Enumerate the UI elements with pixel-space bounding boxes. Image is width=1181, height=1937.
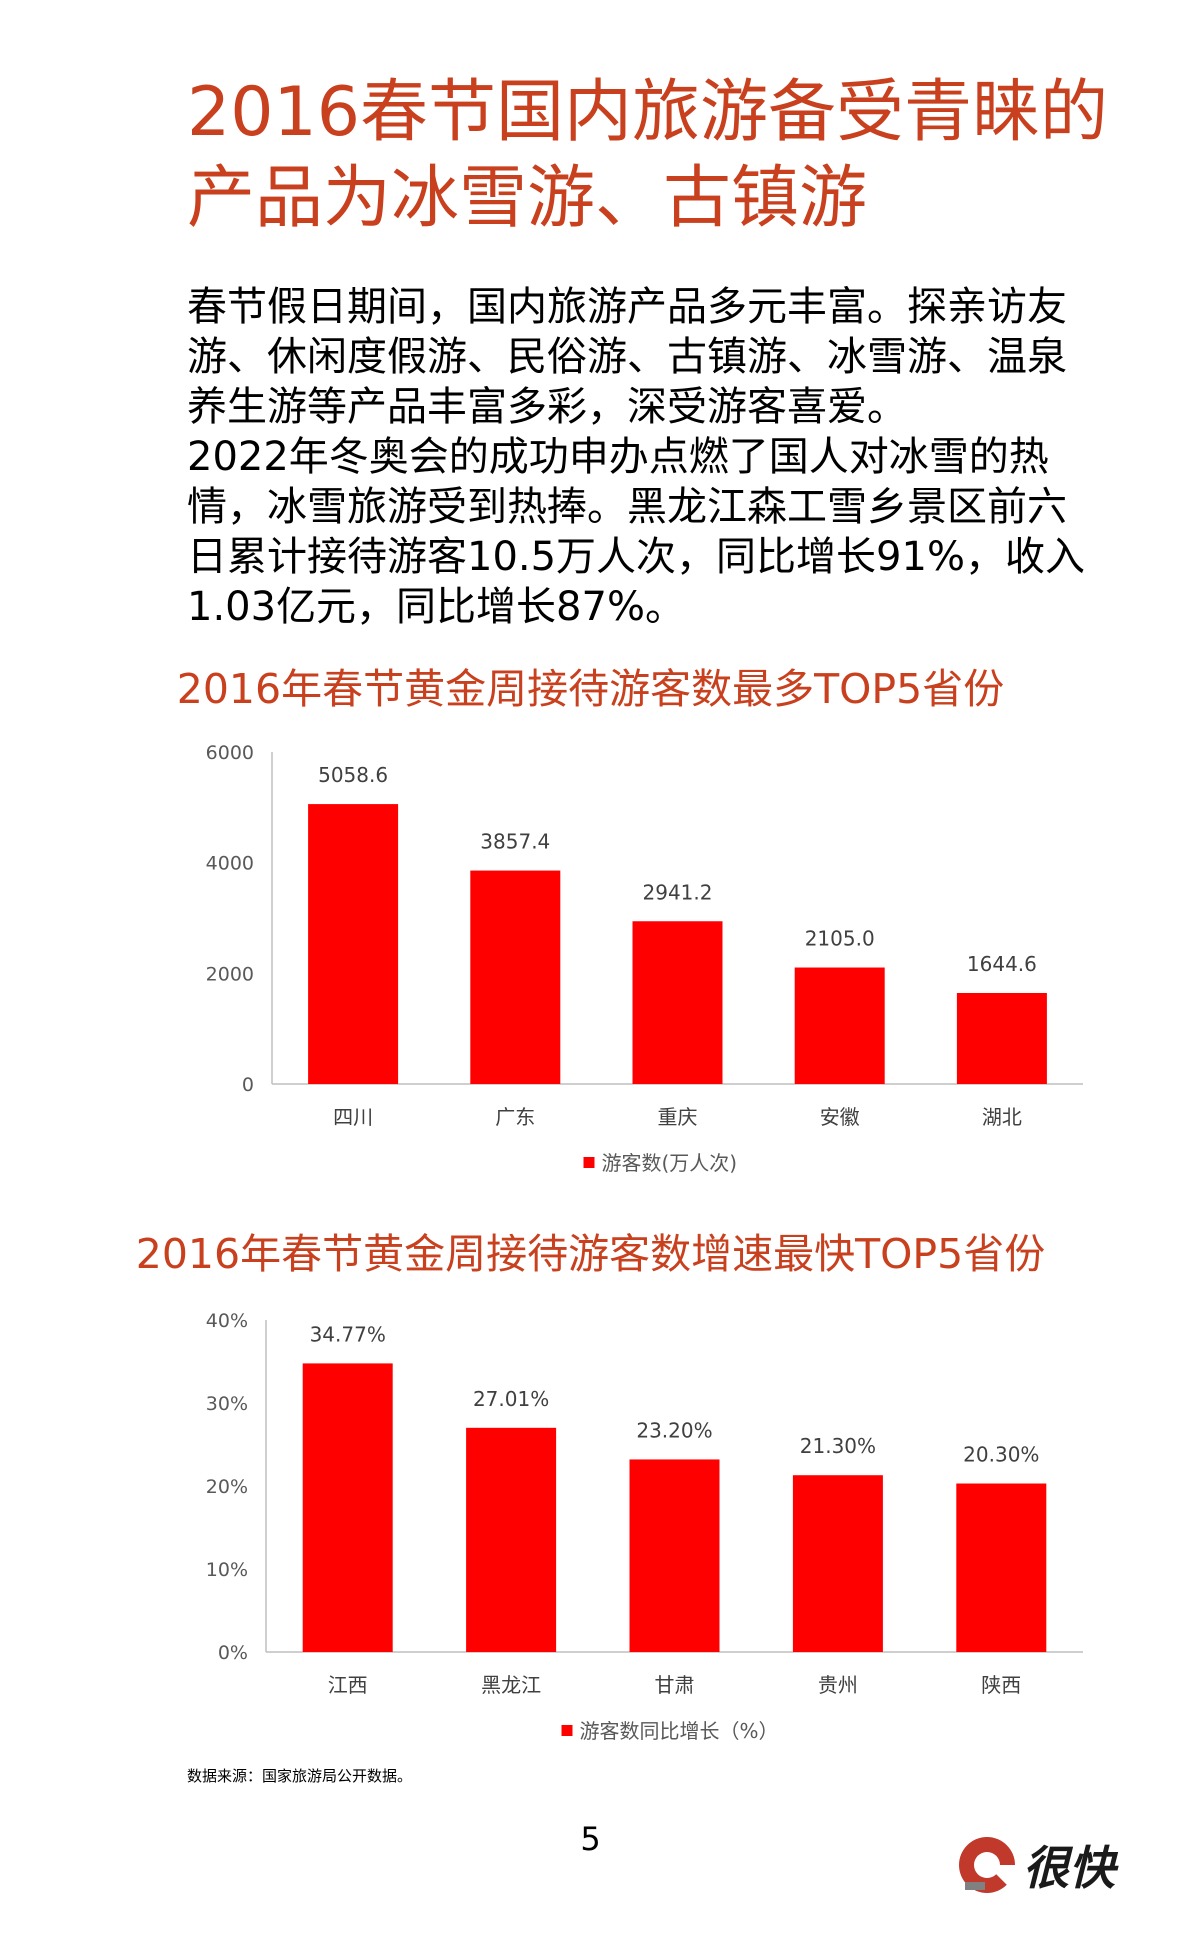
page-number: 5 (580, 1820, 601, 1858)
x-tick-label: 黑龙江 (481, 1673, 541, 1697)
bar (470, 870, 561, 1084)
x-tick-label: 贵州 (818, 1673, 858, 1697)
data-label: 34.77% (310, 1322, 386, 1346)
bar (466, 1427, 557, 1652)
data-label: 1644.6 (967, 952, 1037, 976)
bar (956, 992, 1047, 1084)
legend-swatch (561, 1725, 573, 1736)
bar (629, 1459, 720, 1652)
data-label: 2105.0 (805, 927, 875, 951)
henkuai-logo: 很快 (959, 1837, 1119, 1895)
data-label: 27.01% (473, 1387, 549, 1411)
data-label: 21.30% (800, 1434, 876, 1458)
bar (956, 1483, 1047, 1652)
logo-text: 很快 (1023, 1841, 1119, 1895)
y-tick-label: 6000 (206, 742, 254, 764)
page-title: 2016春节国内旅游备受青睐的 产品为冰雪游、古镇游 (187, 70, 1147, 242)
data-label: 23.20% (636, 1418, 712, 1442)
x-tick-label: 江西 (328, 1673, 368, 1697)
body-line: 春节假日期间，国内旅游产品多元丰富。探亲访友 (187, 284, 1067, 330)
legend-label: 游客数同比增长（%） (580, 1719, 779, 1743)
chart-1-tourists-top5: 0 2000 4000 6000 5058.6 四川 3857.4 广东 2941.2 重庆 210… (206, 742, 1083, 1175)
data-label: 5058.6 (318, 763, 388, 787)
x-tick-label: 广东 (495, 1105, 535, 1129)
x-tick-label: 陕西 (981, 1673, 1021, 1697)
chart-1-title: 2016年春节黄金周接待游客数最多TOP5省份 (176, 665, 1005, 713)
bar (308, 804, 399, 1084)
y-tick-label: 20% (206, 1476, 248, 1498)
bar (632, 921, 723, 1084)
body-line: 2022年冬奥会的成功申办点燃了国人对冰雪的热 (187, 434, 1049, 480)
y-tick-label: 0 (242, 1074, 254, 1096)
body-line: 1.03亿元，同比增长87%。 (187, 584, 685, 630)
data-label: 3857.4 (480, 830, 550, 854)
y-tick-label: 30% (206, 1393, 248, 1415)
body-line: 情，冰雪旅游受到热捧。黑龙江森工雪乡景区前六 (187, 484, 1067, 530)
x-tick-label: 湖北 (982, 1105, 1022, 1129)
chart-2-growth-top5: 0% 10% 20% 30% 40% 34.77% 江西 27.01% 黑龙江 23.20% 甘肃 2… (206, 1310, 1083, 1743)
page-title-line-1: 2016春节国内旅游备受青睐的 (187, 73, 1109, 152)
body-line: 游、休闲度假游、民俗游、古镇游、冰雪游、温泉 (187, 334, 1067, 380)
data-label: 20.30% (963, 1443, 1039, 1467)
x-tick-label: 四川 (333, 1105, 373, 1129)
y-tick-label: 0% (218, 1642, 248, 1664)
data-label: 2941.2 (643, 880, 713, 904)
body-paragraph: 春节假日期间，国内旅游产品多元丰富。探亲访友 游、休闲度假游、民俗游、古镇游、冰… (187, 282, 1107, 632)
legend-label: 游客数(万人次) (602, 1151, 738, 1175)
body-line: 日累计接待游客10.5万人次，同比增长91%，收入 (187, 534, 1085, 580)
y-tick-label: 4000 (206, 853, 254, 875)
bar (794, 967, 885, 1084)
page-title-line-2: 产品为冰雪游、古镇游 (187, 159, 868, 238)
y-tick-label: 2000 (206, 963, 254, 985)
legend-swatch (583, 1157, 595, 1168)
y-tick-label: 10% (206, 1559, 248, 1581)
bar (792, 1475, 883, 1652)
x-tick-label: 重庆 (658, 1105, 698, 1129)
bar (302, 1363, 393, 1652)
x-tick-label: 安徽 (820, 1105, 860, 1129)
chart-2-title: 2016年春节黄金周接待游客数增速最快TOP5省份 (135, 1230, 1046, 1278)
data-source-note: 数据来源：国家旅游局公开数据。 (187, 1767, 413, 1785)
x-tick-label: 甘肃 (655, 1673, 695, 1697)
y-tick-label: 40% (206, 1310, 248, 1332)
body-line: 养生游等产品丰富多彩，深受游客喜爱。 (187, 384, 907, 430)
